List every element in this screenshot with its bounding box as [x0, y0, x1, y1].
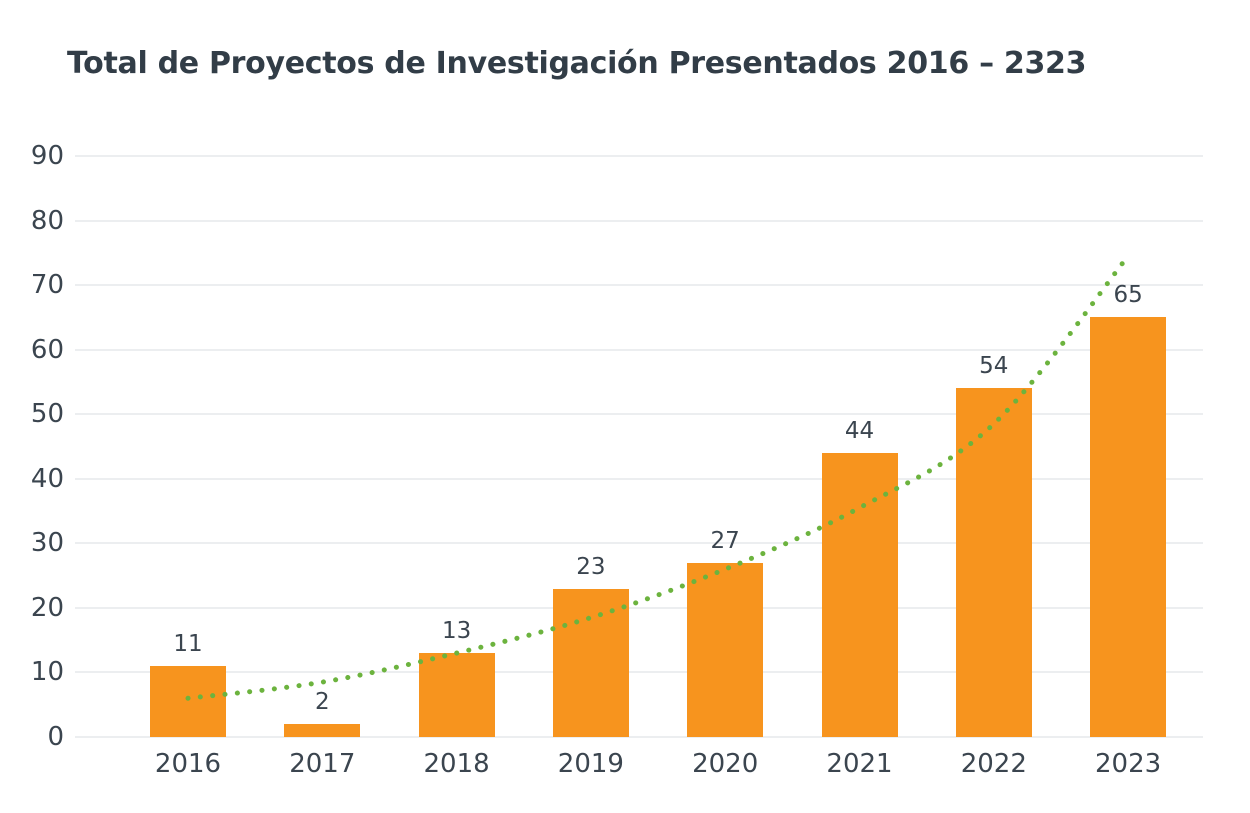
gridline-90 — [75, 155, 1203, 157]
bar-2018 — [418, 653, 495, 737]
x-tick-label-2019: 2019 — [557, 749, 624, 779]
bar-2022 — [955, 388, 1032, 737]
gridline-80 — [75, 219, 1203, 222]
gridline-70 — [75, 284, 1203, 287]
bar-2019 — [552, 588, 629, 737]
bar-value-label-2022: 54 — [979, 353, 1009, 380]
y-tick-label-90: 90 — [30, 141, 64, 171]
gridline-40 — [75, 477, 1203, 480]
gridline-60 — [75, 348, 1203, 351]
y-tick-label-50: 50 — [30, 399, 64, 430]
x-tick-label-2016: 2016 — [154, 749, 222, 779]
x-tick-label-2017: 2017 — [289, 749, 356, 779]
bar-2017 — [284, 724, 361, 737]
bar-value-label-2018: 13 — [441, 618, 472, 645]
x-tick-label-2018: 2018 — [423, 749, 490, 779]
y-tick-label-40: 40 — [30, 463, 64, 494]
bar-2021 — [821, 452, 898, 737]
gridline-0 — [75, 736, 1203, 738]
bar-2016 — [150, 665, 226, 737]
trendline — [185, 253, 1131, 701]
bar-value-label-2021: 44 — [844, 417, 875, 444]
y-tick-label-20: 20 — [30, 592, 64, 623]
gridline-30 — [75, 542, 1203, 545]
bar-value-label-2017: 2 — [314, 689, 330, 716]
bar-value-label-2023: 65 — [1113, 282, 1143, 309]
gridline-20 — [75, 606, 1203, 609]
y-tick-label-70: 70 — [30, 270, 64, 301]
bar-value-label-2016: 11 — [173, 630, 203, 657]
y-axis: 90 80 70 60 50 40 30 20 10 0 — [0, 143, 64, 750]
x-tick-label-2022: 2022 — [960, 749, 1027, 779]
gridline-50 — [75, 413, 1203, 416]
bar-2020 — [687, 562, 764, 737]
x-tick-label-2020: 2020 — [692, 749, 759, 779]
gridline-10 — [75, 671, 1203, 674]
bar-value-label-2019: 23 — [576, 553, 606, 580]
bar-value-label-2020: 27 — [710, 527, 740, 554]
y-tick-label-0: 0 — [47, 722, 64, 752]
chart-title: Total de Proyectos de Investigación Pres… — [67, 46, 1087, 81]
y-tick-label-60: 60 — [30, 334, 64, 365]
x-tick-label-2021: 2021 — [826, 749, 893, 779]
y-tick-label-30: 30 — [30, 528, 64, 559]
y-tick-label-10: 10 — [30, 657, 64, 688]
bar-2023 — [1090, 317, 1167, 737]
plot-area: 11 2016 2 2017 13 2018 23 2019 27 2020 44 2021 54 202… — [75, 155, 1203, 777]
x-tick-label-2023: 2023 — [1095, 749, 1162, 779]
y-tick-label-80: 80 — [30, 205, 64, 236]
